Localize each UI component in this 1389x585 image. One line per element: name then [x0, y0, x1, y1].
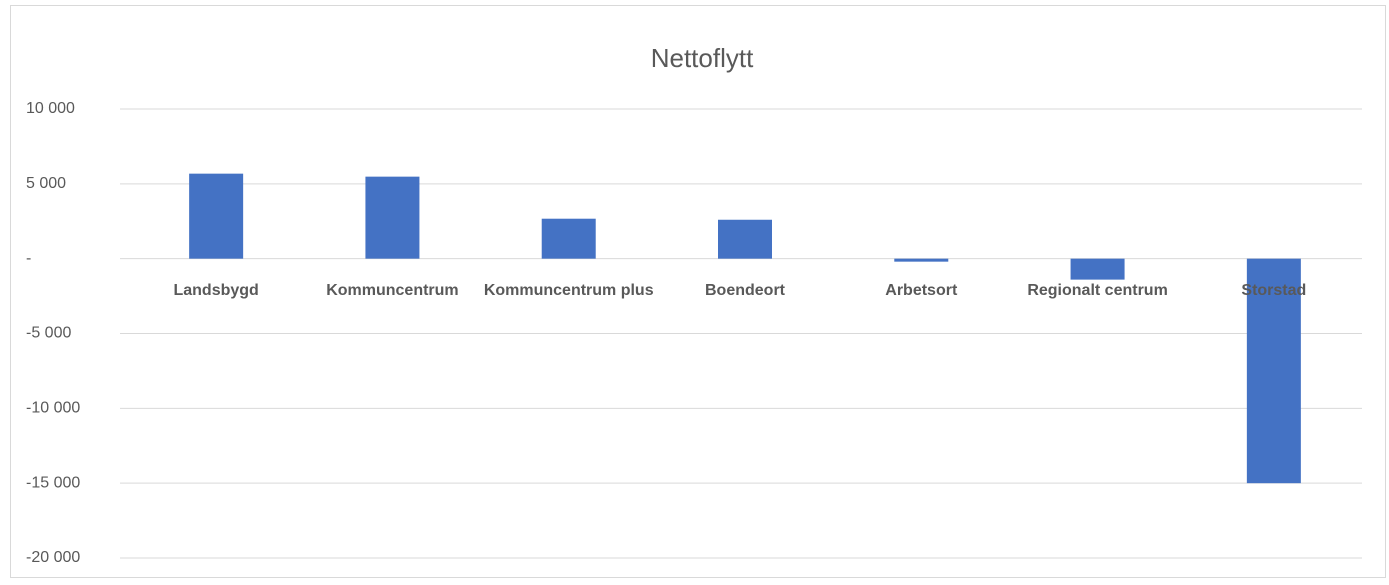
y-tick-label: -20 000	[26, 549, 80, 566]
x-tick-label: Regionalt centrum	[1027, 282, 1167, 299]
bar	[1246, 258, 1301, 484]
y-tick-label: -10 000	[26, 400, 80, 417]
x-tick-label: Landsbygd	[173, 282, 258, 299]
y-tick-label: 5 000	[26, 175, 66, 192]
y-tick-label: -15 000	[26, 474, 80, 491]
bar	[189, 173, 244, 259]
x-tick-label: Arbetsort	[885, 282, 958, 299]
x-tick-label: Kommuncentrum plus	[484, 282, 654, 299]
x-tick-label: Storstad	[1241, 282, 1306, 299]
y-tick-label: -5 000	[26, 325, 71, 342]
y-tick-label: 10 000	[26, 100, 75, 117]
bar	[718, 219, 772, 259]
x-tick-label: Boendeort	[705, 282, 786, 299]
bar	[894, 258, 949, 262]
x-tick-label: Kommuncentrum	[326, 282, 458, 299]
bar	[365, 176, 420, 259]
y-tick-label: -	[26, 250, 31, 267]
chart-border	[10, 5, 1386, 578]
bar	[541, 218, 596, 259]
chart-title: Nettoflytt	[651, 43, 754, 73]
bar	[1070, 258, 1125, 280]
